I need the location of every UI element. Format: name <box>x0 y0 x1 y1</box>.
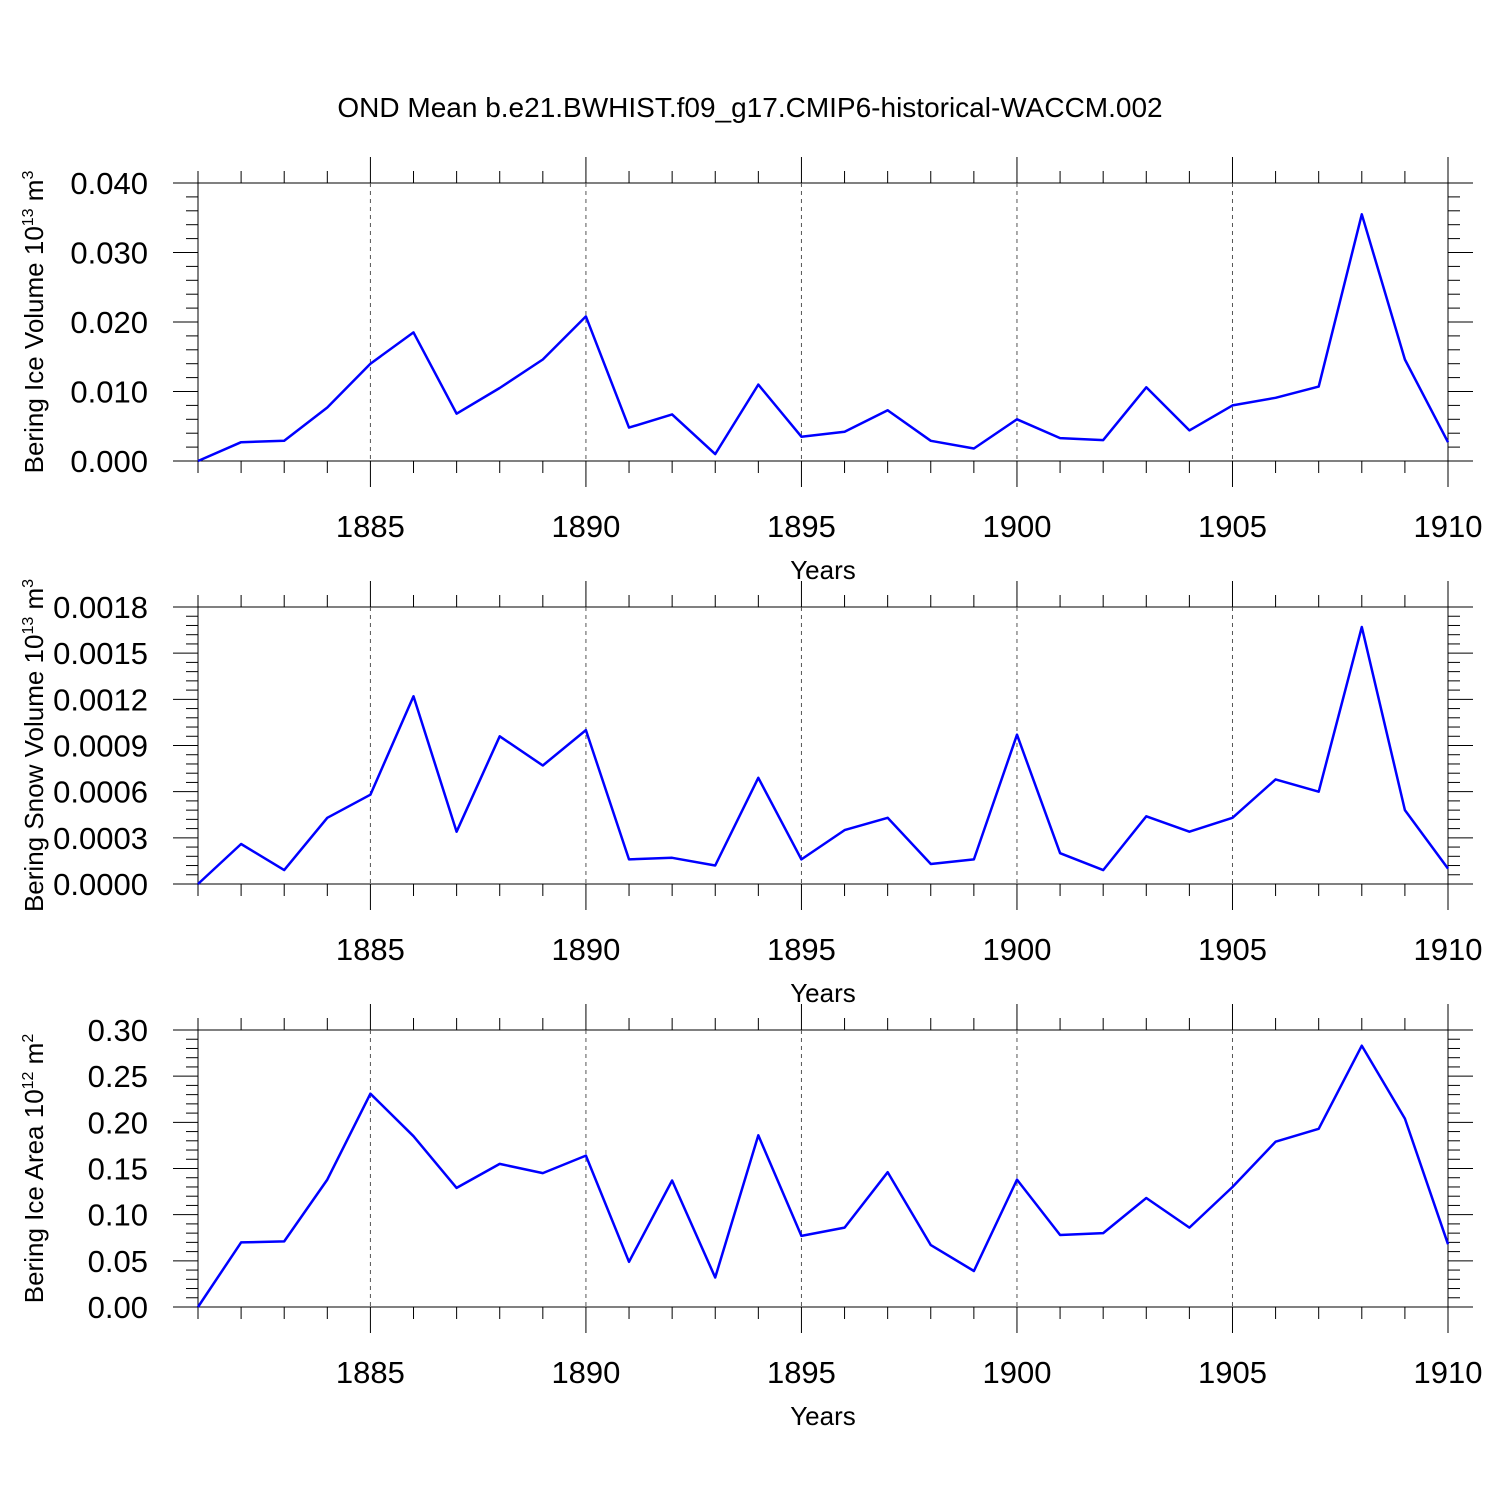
x-tick-label: 1905 <box>1198 932 1267 967</box>
x-tick-label: 1910 <box>1414 509 1483 544</box>
x-tick-label: 1910 <box>1414 932 1483 967</box>
x-tick-label: 1910 <box>1414 1355 1483 1390</box>
y-tick-label: 0.25 <box>88 1059 148 1094</box>
y-tick-label: 0.020 <box>70 305 148 340</box>
x-tick-label: 1890 <box>551 932 620 967</box>
y-tick-label: 0.0000 <box>53 867 148 902</box>
panel-1: 1885 1890 1895 1900 1905 1910 0.000 0.010 0.020 0… <box>19 157 1482 585</box>
x-axis-title: Years <box>790 978 856 1008</box>
x-tick-label: 1895 <box>767 932 836 967</box>
x-tick-label: 1900 <box>982 932 1051 967</box>
y-tick-label: 0.05 <box>88 1244 148 1279</box>
x-tick-label: 1885 <box>336 932 405 967</box>
y-tick-label: 0.0018 <box>53 590 148 625</box>
y-tick-label: 0.20 <box>88 1105 148 1140</box>
y-axis-title: Bering Ice Volume 1013 m3 <box>19 171 49 474</box>
x-tick-label: 1900 <box>982 509 1051 544</box>
x-tick-label: 1890 <box>551 1355 620 1390</box>
panel-3: 1885 1890 1895 1900 1905 1910 0.00 0.05 0.10 0.15… <box>19 1004 1482 1431</box>
x-tick-label: 1890 <box>551 509 620 544</box>
y-tick-label: 0.0009 <box>53 729 148 764</box>
x-tick-label: 1885 <box>336 1355 405 1390</box>
y-tick-label: 0.10 <box>88 1198 148 1233</box>
panels: 1885 1890 1895 1900 1905 1910 0.000 0.010 0.020 0… <box>19 157 1482 1431</box>
series-line <box>197 213 1450 463</box>
x-tick-label: 1900 <box>982 1355 1051 1390</box>
y-tick-label: 0.0006 <box>53 775 148 810</box>
x-tick-label: 1905 <box>1198 509 1267 544</box>
panel-2: 1885 1890 1895 1900 1905 1910 0.0000 0.0003 0.00… <box>19 579 1482 1008</box>
series-line <box>197 625 1450 885</box>
y-tick-label: 0.15 <box>88 1152 148 1187</box>
x-tick-label: 1905 <box>1198 1355 1267 1390</box>
y-tick-label: 0.030 <box>70 236 148 271</box>
y-tick-label: 0.30 <box>88 1013 148 1048</box>
series-line <box>196 1044 1450 1308</box>
x-axis-title: Years <box>790 555 856 585</box>
y-tick-label: 0.00 <box>88 1290 148 1325</box>
x-tick-label: 1885 <box>336 509 405 544</box>
y-tick-label: 0.000 <box>70 444 148 479</box>
y-tick-label: 0.010 <box>70 375 148 410</box>
y-tick-label: 0.0015 <box>53 636 148 671</box>
y-axis-title: Bering Snow Volume 1013 m3 <box>19 579 49 912</box>
figure-title: OND Mean b.e21.BWHIST.f09_g17.CMIP6-hist… <box>337 92 1162 123</box>
x-tick-label: 1895 <box>767 1355 836 1390</box>
y-tick-label: 0.0003 <box>53 821 148 856</box>
y-axis-title: Bering Ice Area 1012 m2 <box>19 1034 49 1304</box>
x-axis-title: Years <box>790 1401 856 1431</box>
x-tick-label: 1895 <box>767 509 836 544</box>
y-tick-label: 0.040 <box>70 166 148 201</box>
y-tick-label: 0.0012 <box>53 682 148 717</box>
